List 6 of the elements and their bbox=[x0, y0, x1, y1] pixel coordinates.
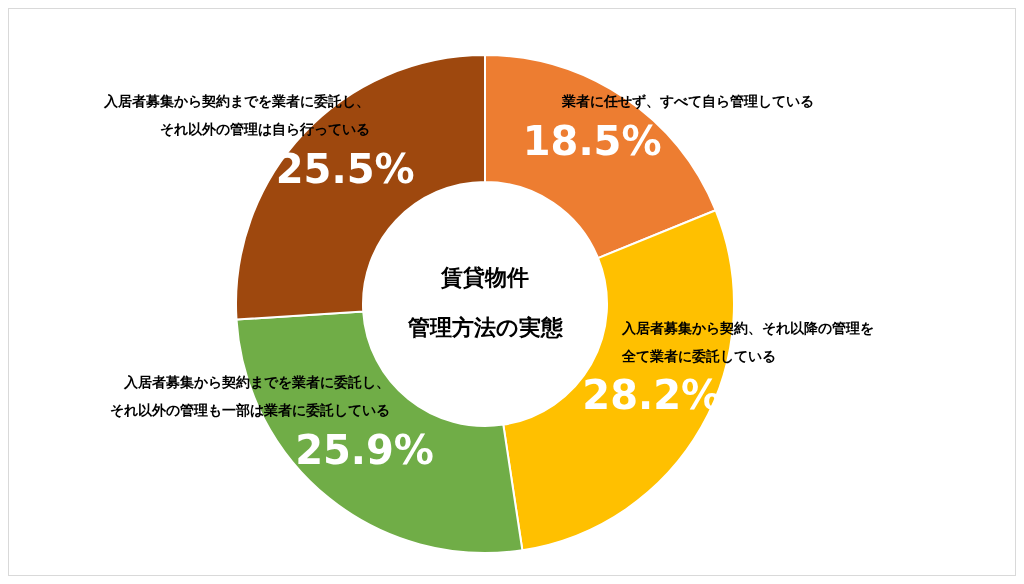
text: 賃貸物件 bbox=[440, 264, 529, 290]
data-label: 28.2% bbox=[582, 372, 722, 419]
data-label: 18.5% bbox=[522, 118, 662, 165]
data-label: 25.5% bbox=[275, 146, 415, 193]
data-label: 25.9% bbox=[295, 426, 434, 473]
text: 管理方法の実態 bbox=[406, 314, 564, 340]
